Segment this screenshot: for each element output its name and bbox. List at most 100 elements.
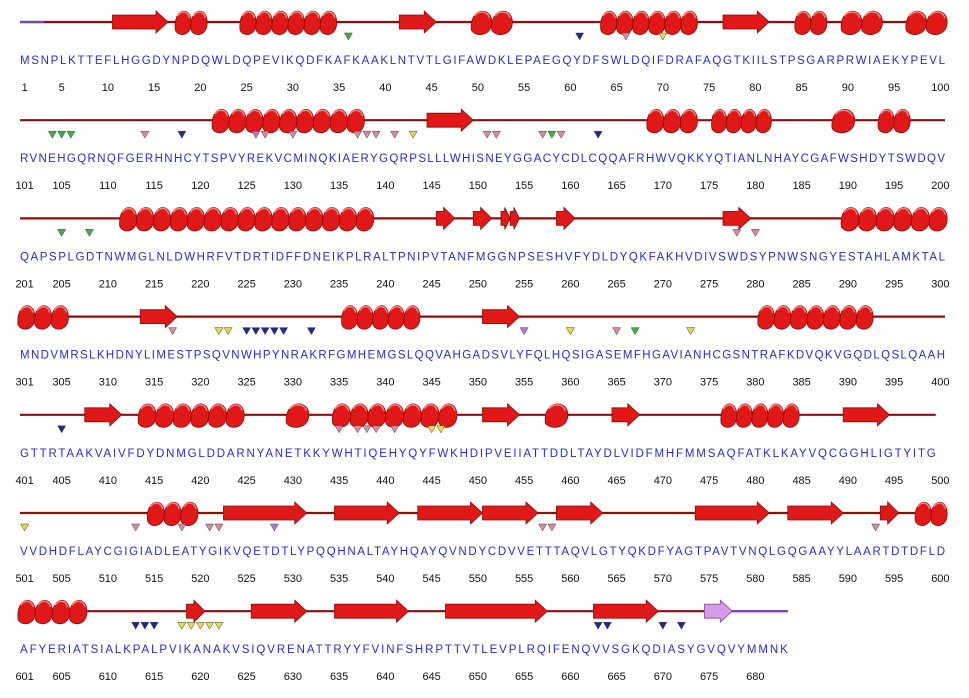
helix-turn <box>632 10 650 35</box>
residue-number: 355 <box>515 377 533 389</box>
helix-shade <box>334 404 350 412</box>
helix-shade <box>231 109 246 117</box>
helix-shade <box>166 502 181 510</box>
helix-shade <box>149 502 164 510</box>
helix-turn <box>648 10 666 35</box>
helix-shade <box>825 305 840 313</box>
helix-shade <box>54 600 69 608</box>
residue-number: 450 <box>469 475 487 487</box>
residue-number: 420 <box>191 475 209 487</box>
helix-turn <box>287 10 305 35</box>
residue-number: 630 <box>284 671 302 683</box>
strand-arrow <box>445 599 548 624</box>
helix-shade <box>370 404 385 412</box>
sequence: MSNPLKTTEFLHGGDYNPDQWLDQPEVIKQDFKAFKAAKL… <box>20 55 946 67</box>
site-marker <box>658 621 668 630</box>
sequence: MNDVMRSLKHDNYLIMESTPSQVNWHPYNRAKRFGMHEMG… <box>20 350 945 362</box>
residue-number: 345 <box>422 377 440 389</box>
site-marker <box>279 327 289 336</box>
residue-number: 560 <box>561 573 579 585</box>
site-marker <box>214 327 224 336</box>
residue-number: 265 <box>607 278 625 290</box>
residue-number: 165 <box>607 180 625 192</box>
helix-shade <box>223 207 238 215</box>
helix-turn <box>288 207 307 232</box>
helix-shade <box>843 11 861 19</box>
residue-number: 15 <box>148 82 160 94</box>
site-marker <box>57 229 67 237</box>
residue-number: 625 <box>237 671 255 683</box>
helix-turn <box>757 305 775 330</box>
helix-turn <box>438 403 458 428</box>
strand-arrow <box>426 108 474 133</box>
site-marker <box>630 327 640 336</box>
residue-number: 605 <box>52 671 70 683</box>
residue-number: 480 <box>746 475 764 487</box>
helix-shade <box>650 11 665 19</box>
residue-number: 205 <box>52 278 70 290</box>
helix-shade <box>682 11 697 19</box>
site-marker <box>251 327 261 336</box>
sequence: VVDHDFLAYCGIGIADLEATYGIKVQETDTLYPQQHNALT… <box>20 546 945 558</box>
residue-number: 65 <box>611 82 623 94</box>
strand-arrow <box>694 501 770 525</box>
helix-shade <box>192 11 207 19</box>
helix-turn <box>893 207 913 232</box>
helix-shade <box>206 207 221 215</box>
residue-number: 235 <box>330 278 348 290</box>
strand-arrow <box>84 402 123 427</box>
helix-turn <box>680 109 698 134</box>
helix-turn <box>190 10 208 35</box>
helix-shade <box>257 11 272 19</box>
helix-turn <box>616 10 634 35</box>
helix-turn <box>823 305 841 330</box>
residue-number: 220 <box>191 278 209 290</box>
strand-arrow <box>556 206 576 231</box>
strand-arrow <box>787 501 844 525</box>
residue-number: 270 <box>654 278 672 290</box>
residue-number: 400 <box>931 377 949 389</box>
residue-number: 430 <box>284 475 302 487</box>
helix-turn <box>372 305 389 330</box>
helix-shade <box>895 109 910 117</box>
helix-turn <box>928 207 948 232</box>
helix-shade <box>306 11 320 19</box>
residue-number: 485 <box>792 475 810 487</box>
helix-shade <box>349 109 364 117</box>
sequence: QAPSPLGDTNWMGLNLDWHRFVTDRTIDFFDNEIKPLRAL… <box>20 251 946 263</box>
helix-turn <box>137 403 157 428</box>
residue-number: 525 <box>237 573 255 585</box>
site-marker <box>242 327 252 336</box>
helix-shade <box>666 11 681 19</box>
residue-number: 130 <box>284 180 302 192</box>
helix-shade <box>809 305 823 313</box>
helix-turn <box>774 305 792 330</box>
residue-number: 535 <box>330 573 348 585</box>
residue-number: 305 <box>52 377 70 389</box>
site-marker <box>538 130 548 139</box>
helix-shade <box>713 109 726 117</box>
helix-shade <box>36 305 51 313</box>
residue-number: 315 <box>145 377 163 389</box>
helix-turn <box>741 109 757 134</box>
helix-turn <box>187 207 205 232</box>
residue-number: 85 <box>796 82 808 94</box>
helix-shade <box>332 109 347 117</box>
residue-number: 650 <box>469 671 487 683</box>
site-marker <box>306 327 316 336</box>
helix-turn <box>420 403 440 428</box>
residue-number: 610 <box>99 671 117 683</box>
helix-turn <box>840 207 860 232</box>
site-marker <box>269 523 279 532</box>
residue-number: 290 <box>839 278 857 290</box>
strand-arrow <box>139 304 178 329</box>
helix-shade <box>843 207 858 215</box>
helix-shade <box>374 305 388 313</box>
helix-shade <box>155 207 170 215</box>
helix-turn <box>211 109 230 134</box>
helix-turn <box>810 10 828 35</box>
site-marker <box>149 621 159 630</box>
site-marker <box>362 130 372 139</box>
strand-arrow <box>500 207 511 230</box>
residue-number: 435 <box>330 475 348 487</box>
